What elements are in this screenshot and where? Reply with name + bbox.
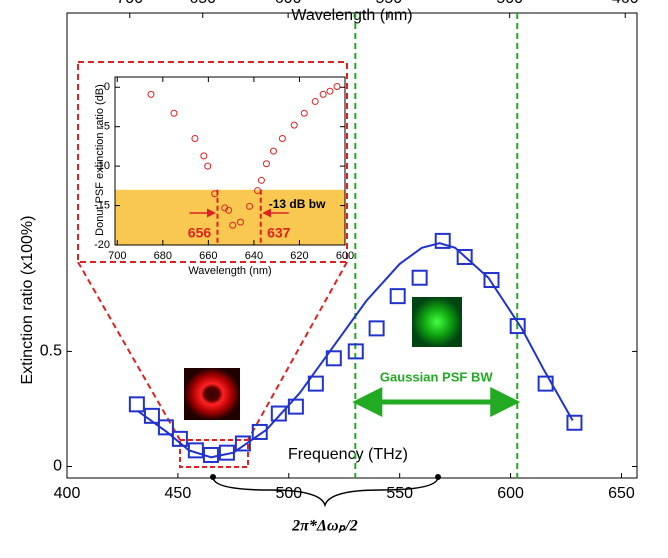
threshold-label: -13 dB bw bbox=[269, 197, 326, 211]
x2-tick-label: 650 bbox=[189, 0, 216, 7]
threshold-band bbox=[115, 189, 345, 245]
data-point bbox=[147, 90, 155, 98]
data-point bbox=[290, 121, 298, 129]
data-point bbox=[537, 375, 554, 392]
inset-y-label: Donut PSF extinction ratio (dB) bbox=[94, 84, 106, 236]
plot-frame bbox=[66, 12, 638, 479]
y-tick-label: -5 bbox=[100, 121, 110, 133]
x-tick-label: 400 bbox=[54, 485, 81, 502]
y-tick-label: 0 bbox=[53, 458, 62, 475]
x-tick-label: 600 bbox=[497, 485, 524, 502]
y-tick-label: -20 bbox=[94, 239, 110, 251]
data-point bbox=[171, 430, 188, 447]
data-point bbox=[225, 206, 233, 214]
data-point bbox=[368, 320, 385, 337]
x-tick-label: 600 bbox=[336, 250, 354, 262]
data-point bbox=[234, 435, 251, 452]
data-point bbox=[262, 160, 270, 168]
x-tick-label: 660 bbox=[199, 250, 217, 262]
y-tick-label: -10 bbox=[94, 160, 110, 172]
data-point bbox=[254, 187, 262, 195]
brace bbox=[212, 476, 439, 508]
data-point bbox=[269, 147, 277, 155]
data-point bbox=[411, 269, 428, 286]
data-point bbox=[204, 162, 212, 170]
data-point bbox=[566, 414, 583, 431]
y-tick-label: 0.5 bbox=[40, 343, 62, 360]
data-point bbox=[325, 350, 342, 367]
inset-x-label: Wavelength (nm) bbox=[188, 265, 271, 277]
data-point bbox=[200, 152, 208, 160]
bandwidth-label: Gaussian PSF BW bbox=[380, 369, 493, 384]
brace-end bbox=[435, 474, 441, 480]
x-tick-label: 550 bbox=[386, 485, 413, 502]
gaussian-image bbox=[412, 297, 462, 347]
cutoff-label: 656 bbox=[188, 225, 212, 241]
zoom-box bbox=[179, 439, 249, 468]
cutoff-label: 637 bbox=[267, 225, 291, 241]
data-point bbox=[456, 249, 473, 266]
data-point bbox=[300, 109, 308, 117]
data-point bbox=[278, 135, 286, 143]
brace-end bbox=[210, 474, 216, 480]
x2-tick-label: 600 bbox=[275, 0, 302, 7]
data-point bbox=[389, 288, 406, 305]
x-tick-label: 500 bbox=[275, 485, 302, 502]
inset-axes-border bbox=[114, 76, 346, 246]
x-tick-label: 650 bbox=[608, 485, 635, 502]
data-point bbox=[246, 202, 254, 210]
data-point bbox=[319, 90, 327, 98]
x2-tick-label: 460 bbox=[612, 0, 639, 7]
data-point bbox=[483, 272, 500, 289]
fit-line bbox=[137, 242, 574, 459]
y-axis-label: Extinction ratio (x100%) bbox=[19, 216, 36, 385]
brace-label: 2π*Δωₚ/2 bbox=[291, 518, 358, 535]
data-point bbox=[251, 423, 268, 440]
zoom-line bbox=[247, 261, 348, 441]
data-point bbox=[221, 204, 229, 212]
data-point bbox=[128, 396, 145, 413]
x2-tick-label: 700 bbox=[116, 0, 143, 7]
data-point bbox=[347, 343, 364, 360]
x-tick-label: 680 bbox=[154, 250, 172, 262]
data-point bbox=[333, 82, 341, 90]
data-point bbox=[311, 97, 319, 105]
x-tick-label: 700 bbox=[108, 250, 126, 262]
data-point bbox=[211, 190, 219, 198]
data-point bbox=[229, 221, 237, 229]
x2-tick-label: 550 bbox=[375, 0, 402, 7]
data-point bbox=[307, 375, 324, 392]
data-point bbox=[287, 398, 304, 415]
data-point bbox=[236, 218, 244, 226]
data-point bbox=[257, 176, 265, 184]
x2-axis-label: Wavelength (nm) bbox=[291, 7, 412, 24]
x-tick-label: 450 bbox=[165, 485, 192, 502]
data-point bbox=[434, 232, 451, 249]
data-point bbox=[326, 87, 334, 95]
data-point bbox=[270, 405, 287, 422]
x-axis-label: Frequency (THz) bbox=[288, 446, 408, 463]
x-tick-label: 640 bbox=[245, 250, 263, 262]
data-point bbox=[170, 109, 178, 117]
x2-tick-label: 500 bbox=[496, 0, 523, 7]
y-tick-label: 0 bbox=[104, 81, 110, 93]
donut-image bbox=[184, 368, 240, 420]
data-point bbox=[509, 318, 526, 335]
zoom-line bbox=[77, 261, 181, 441]
x-tick-label: 620 bbox=[290, 250, 308, 262]
data-point bbox=[191, 135, 199, 143]
y-tick-label: -15 bbox=[94, 199, 110, 211]
